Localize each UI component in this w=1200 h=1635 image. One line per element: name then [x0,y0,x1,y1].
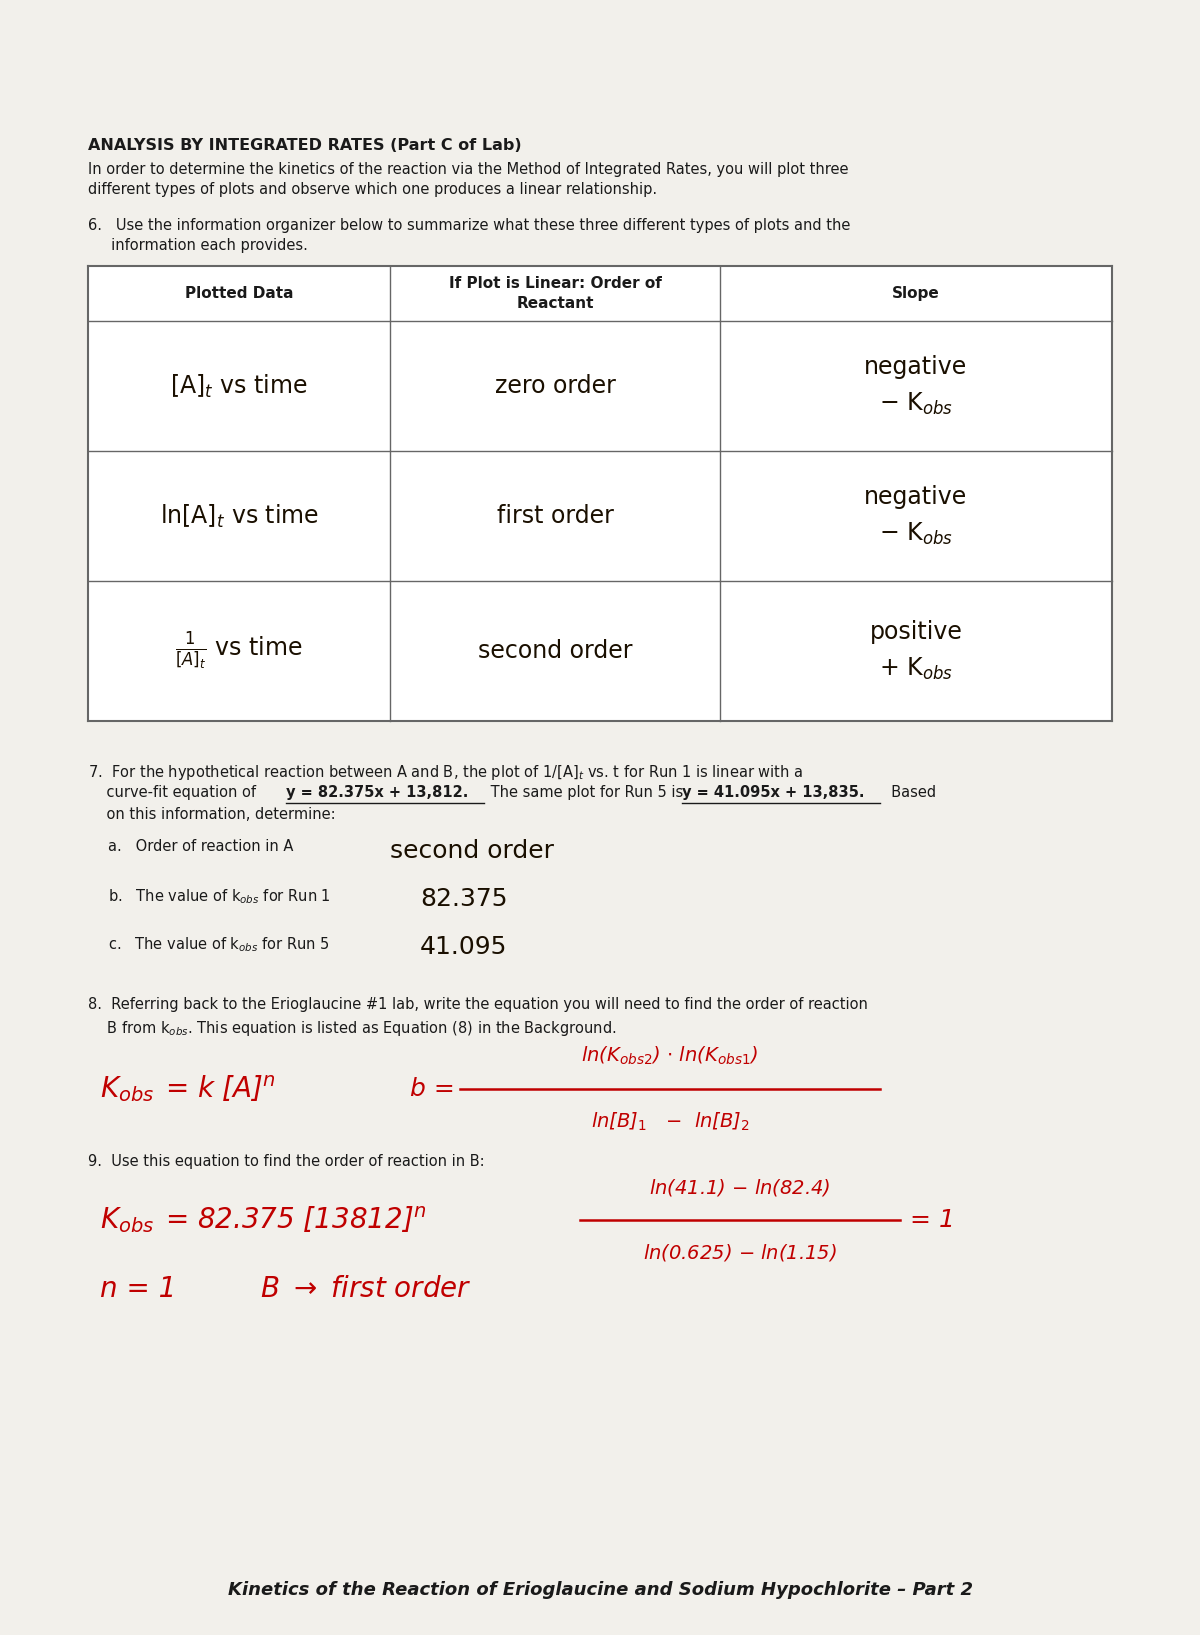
Text: K$_{obs}$: K$_{obs}$ [100,1074,155,1104]
Text: c.   The value of k$_{obs}$ for Run 5: c. The value of k$_{obs}$ for Run 5 [108,935,330,953]
Text: on this information, determine:: on this information, determine: [88,808,336,822]
Text: b.   The value of k$_{obs}$ for Run 1: b. The value of k$_{obs}$ for Run 1 [108,888,331,906]
Text: second order: second order [478,639,632,664]
Text: a.   Order of reaction in A: a. Order of reaction in A [108,839,293,853]
Text: B $\rightarrow$ first order: B $\rightarrow$ first order [260,1275,472,1303]
Text: y = 41.095x + 13,835.: y = 41.095x + 13,835. [682,785,864,800]
Text: y = 82.375x + 13,812.: y = 82.375x + 13,812. [286,785,468,800]
Text: Plotted Data: Plotted Data [185,286,293,301]
Text: 8.  Referring back to the Erioglaucine #1 lab, write the equation you will need : 8. Referring back to the Erioglaucine #1… [88,997,868,1012]
Text: b =: b = [410,1077,455,1100]
Text: ln(41.1) $-$ ln(82.4): ln(41.1) $-$ ln(82.4) [649,1177,830,1198]
Text: 6.   Use the information organizer below to summarize what these three different: 6. Use the information organizer below t… [88,217,851,234]
Text: If Plot is Linear: Order of
Reactant: If Plot is Linear: Order of Reactant [449,276,661,311]
Text: 41.095: 41.095 [420,935,508,960]
Text: information each provides.: information each provides. [88,239,308,253]
Text: different types of plots and observe which one produces a linear relationship.: different types of plots and observe whi… [88,181,658,196]
Text: first order: first order [497,504,613,528]
Text: Based: Based [882,785,936,800]
Text: ln[B]$_1$   $-$  ln[B]$_2$: ln[B]$_1$ $-$ ln[B]$_2$ [590,1112,750,1133]
Text: B from k$_{obs}$. This equation is listed as Equation (8) in the Background.: B from k$_{obs}$. This equation is liste… [88,1019,617,1038]
Text: curve-fit equation of: curve-fit equation of [88,785,260,800]
Text: ln(K$_{obs 2}$) $\cdot$ ln(K$_{obs 1}$): ln(K$_{obs 2}$) $\cdot$ ln(K$_{obs 1}$) [581,1045,758,1068]
Text: ANALYSIS BY INTEGRATED RATES (Part C of Lab): ANALYSIS BY INTEGRATED RATES (Part C of … [88,137,522,154]
Text: ln(0.625) $-$ ln(1.15): ln(0.625) $-$ ln(1.15) [643,1243,836,1262]
Text: Kinetics of the Reaction of Erioglaucine and Sodium Hypochlorite – Part 2: Kinetics of the Reaction of Erioglaucine… [228,1581,972,1599]
Text: K$_{obs}$: K$_{obs}$ [100,1205,155,1234]
Text: The same plot for Run 5 is: The same plot for Run 5 is [486,785,688,800]
Text: = k [A]$^n$: = k [A]$^n$ [166,1074,276,1104]
Text: [A]$_t$ vs time: [A]$_t$ vs time [170,373,307,399]
Text: 7.  For the hypothetical reaction between A and B, the plot of 1/[A]$_t$ vs. t f: 7. For the hypothetical reaction between… [88,764,803,782]
Bar [88,267,1112,721]
Text: Slope: Slope [892,286,940,301]
Text: negative
$-$ K$_{obs}$: negative $-$ K$_{obs}$ [864,486,967,548]
Text: n = 1: n = 1 [100,1275,176,1303]
Text: positive
$+$ K$_{obs}$: positive $+$ K$_{obs}$ [870,620,962,682]
Text: In order to determine the kinetics of the reaction via the Method of Integrated : In order to determine the kinetics of th… [88,162,848,177]
Text: negative
$-$ K$_{obs}$: negative $-$ K$_{obs}$ [864,355,967,417]
Text: zero order: zero order [494,374,616,397]
Text: = 1: = 1 [910,1208,955,1233]
Text: $\frac{1}{[A]_t}$ vs time: $\frac{1}{[A]_t}$ vs time [175,631,302,672]
Text: second order: second order [390,839,554,863]
Text: = 82.375 [13812]$^n$: = 82.375 [13812]$^n$ [166,1205,426,1234]
Text: ln[A]$_t$ vs time: ln[A]$_t$ vs time [160,502,318,530]
Text: 82.375: 82.375 [420,888,508,911]
Text: 9.  Use this equation to find the order of reaction in B:: 9. Use this equation to find the order o… [88,1154,485,1169]
